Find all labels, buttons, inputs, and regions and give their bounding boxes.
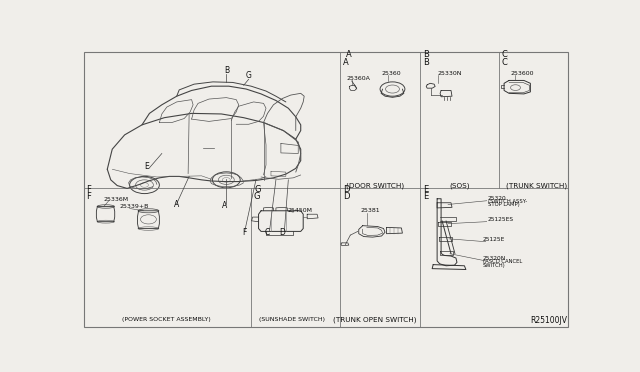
Text: G: G	[246, 71, 252, 80]
Text: A: A	[222, 202, 227, 211]
Text: 25360A: 25360A	[347, 76, 371, 81]
Text: C: C	[265, 228, 270, 237]
Text: R25100JV: R25100JV	[530, 316, 567, 326]
Text: B: B	[423, 58, 429, 67]
Text: (ASCD CANCEL: (ASCD CANCEL	[483, 260, 522, 264]
Text: (SUNSHADE SWITCH): (SUNSHADE SWITCH)	[259, 317, 325, 322]
Text: A: A	[343, 58, 349, 67]
Text: B: B	[224, 66, 229, 75]
Text: G: G	[255, 185, 261, 193]
Text: G: G	[253, 192, 260, 201]
Text: 25381: 25381	[360, 208, 380, 213]
Text: (DOOR SWITCH): (DOOR SWITCH)	[346, 183, 404, 189]
Text: C: C	[502, 58, 508, 67]
Text: E: E	[423, 192, 429, 201]
Text: C: C	[502, 50, 508, 59]
Text: 25336M: 25336M	[104, 197, 129, 202]
Text: (TRUNK SWITCH): (TRUNK SWITCH)	[506, 183, 567, 189]
Text: F: F	[86, 185, 91, 193]
Text: D: D	[343, 192, 349, 201]
Text: 25330N: 25330N	[437, 71, 461, 76]
Text: D: D	[280, 228, 285, 237]
Text: E: E	[145, 162, 149, 171]
Text: 253600: 253600	[511, 71, 534, 76]
Text: D: D	[343, 185, 349, 193]
Text: (POWER SOCKET ASSEMBLY): (POWER SOCKET ASSEMBLY)	[122, 317, 211, 322]
Text: 25320: 25320	[488, 196, 506, 201]
Text: (SWITCH ASSY-: (SWITCH ASSY-	[488, 199, 527, 204]
Text: E: E	[423, 185, 429, 193]
Text: A: A	[346, 50, 352, 59]
Text: 25125ES: 25125ES	[488, 217, 514, 222]
Text: SWITCH): SWITCH)	[483, 263, 506, 268]
Text: 25339+B: 25339+B	[120, 205, 149, 209]
Text: A: A	[174, 201, 179, 209]
Text: 25360: 25360	[381, 71, 401, 76]
Text: B: B	[423, 50, 429, 59]
Text: F: F	[86, 192, 91, 201]
Text: 25125E: 25125E	[483, 237, 505, 242]
Text: (SOS): (SOS)	[449, 183, 470, 189]
Text: F: F	[243, 228, 247, 237]
Text: 25320N: 25320N	[483, 256, 506, 261]
Text: 25450M: 25450M	[287, 208, 312, 213]
Text: STOP LAMP): STOP LAMP)	[488, 202, 520, 207]
Text: (TRUNK OPEN SWITCH): (TRUNK OPEN SWITCH)	[333, 316, 417, 323]
